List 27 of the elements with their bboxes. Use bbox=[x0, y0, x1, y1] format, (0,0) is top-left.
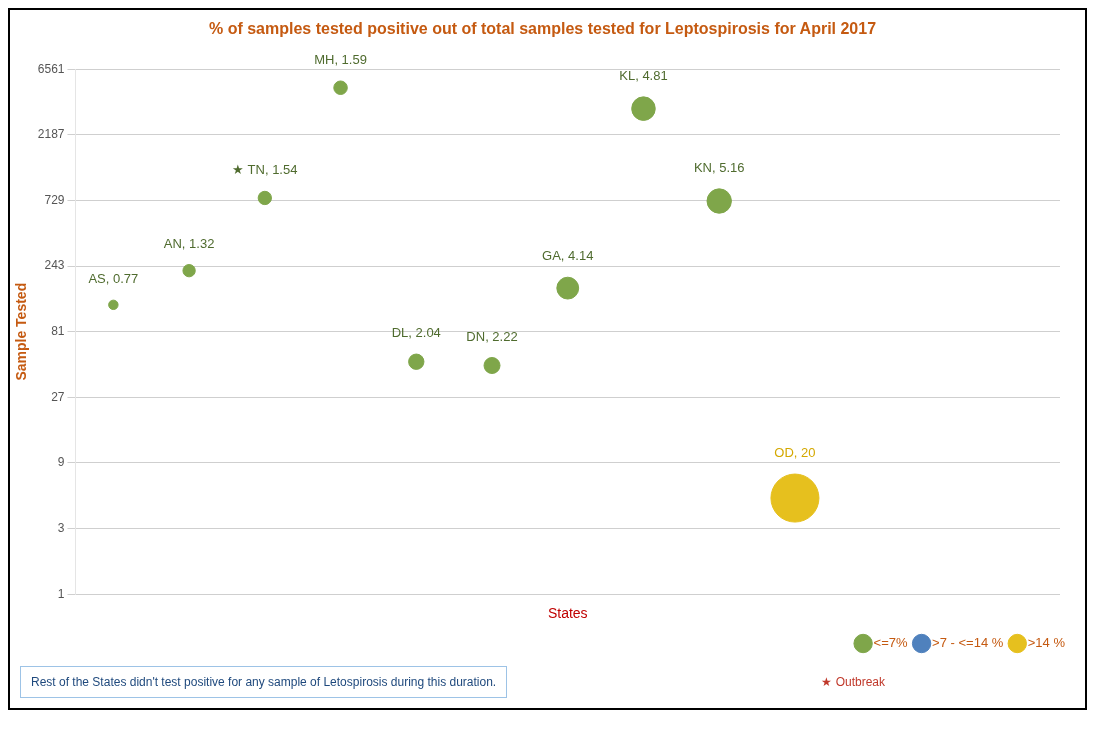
data-label: MH, 1.59 bbox=[314, 52, 367, 68]
chart-title: % of samples tested positive out of total samples tested for Leptospirosis for April 2017 bbox=[208, 20, 877, 38]
data-label: AS, 0.77 bbox=[88, 271, 139, 287]
data-label: KN, 5.16 bbox=[693, 159, 745, 175]
data-label: KL, 4.81 bbox=[619, 67, 668, 83]
y-tick-label: 81 bbox=[51, 324, 65, 339]
y-tick-label: 1 bbox=[57, 586, 65, 601]
legend-label: >7 - <=14 % bbox=[932, 635, 1004, 651]
text: ★ Outbreak bbox=[820, 674, 886, 691]
legend-label: >14 % bbox=[1027, 635, 1066, 651]
y-tick-label: 243 bbox=[44, 258, 65, 273]
text: Rest of the States didn't test positive for any sample of Letospirosis during this duration. bbox=[20, 666, 508, 698]
data-label: DN, 2.22 bbox=[466, 328, 518, 344]
y-tick-label: 9 bbox=[57, 455, 65, 470]
y-tick-label: 2187 bbox=[37, 127, 65, 142]
y-tick-label: 6561 bbox=[37, 61, 65, 76]
data-label: AN, 1.32 bbox=[163, 235, 215, 251]
data-label: GA, 4.14 bbox=[542, 248, 594, 264]
y-tick-label: 27 bbox=[51, 389, 65, 404]
data-label: ★ TN, 1.54 bbox=[232, 162, 298, 178]
y-tick-label: 729 bbox=[44, 192, 65, 207]
data-label: OD, 20 bbox=[774, 445, 816, 461]
y-axis-title: Sample Tested bbox=[13, 282, 30, 381]
x-axis-title: States bbox=[547, 605, 588, 622]
data-label: DL, 2.04 bbox=[391, 325, 441, 341]
legend-label: <=7% bbox=[873, 635, 909, 651]
y-tick-label: 3 bbox=[57, 520, 65, 535]
